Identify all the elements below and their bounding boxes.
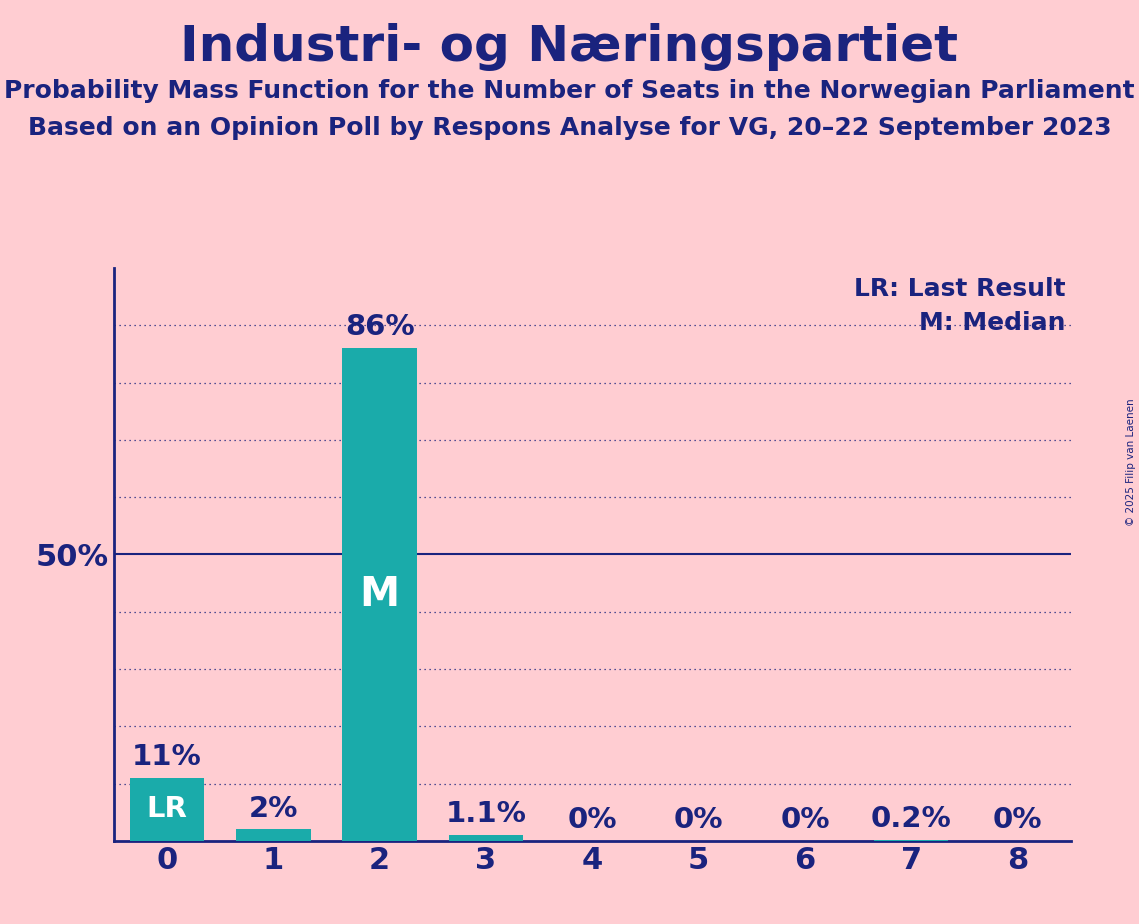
- Text: M: M: [360, 575, 400, 614]
- Text: 1.1%: 1.1%: [445, 799, 526, 828]
- Text: 2%: 2%: [248, 795, 298, 822]
- Text: 0.2%: 0.2%: [871, 805, 951, 833]
- Bar: [874, 840, 949, 841]
- Text: Probability Mass Function for the Number of Seats in the Norwegian Parliament: Probability Mass Function for the Number…: [5, 79, 1134, 103]
- Text: 0%: 0%: [567, 806, 617, 834]
- Bar: [449, 834, 523, 841]
- Text: 0%: 0%: [780, 806, 829, 834]
- Text: LR: LR: [147, 796, 188, 823]
- Text: Based on an Opinion Poll by Respons Analyse for VG, 20–22 September 2023: Based on an Opinion Poll by Respons Anal…: [27, 116, 1112, 140]
- Bar: [343, 348, 417, 841]
- Text: LR: Last Result: LR: Last Result: [854, 276, 1066, 300]
- Text: 0%: 0%: [993, 806, 1042, 834]
- Text: Industri- og Næringspartiet: Industri- og Næringspartiet: [180, 23, 959, 71]
- Bar: [236, 830, 311, 841]
- Text: 11%: 11%: [132, 743, 202, 771]
- Text: 86%: 86%: [345, 313, 415, 341]
- Text: © 2025 Filip van Laenen: © 2025 Filip van Laenen: [1126, 398, 1136, 526]
- Text: 0%: 0%: [674, 806, 723, 834]
- Bar: [130, 778, 204, 841]
- Text: M: Median: M: Median: [919, 310, 1066, 334]
